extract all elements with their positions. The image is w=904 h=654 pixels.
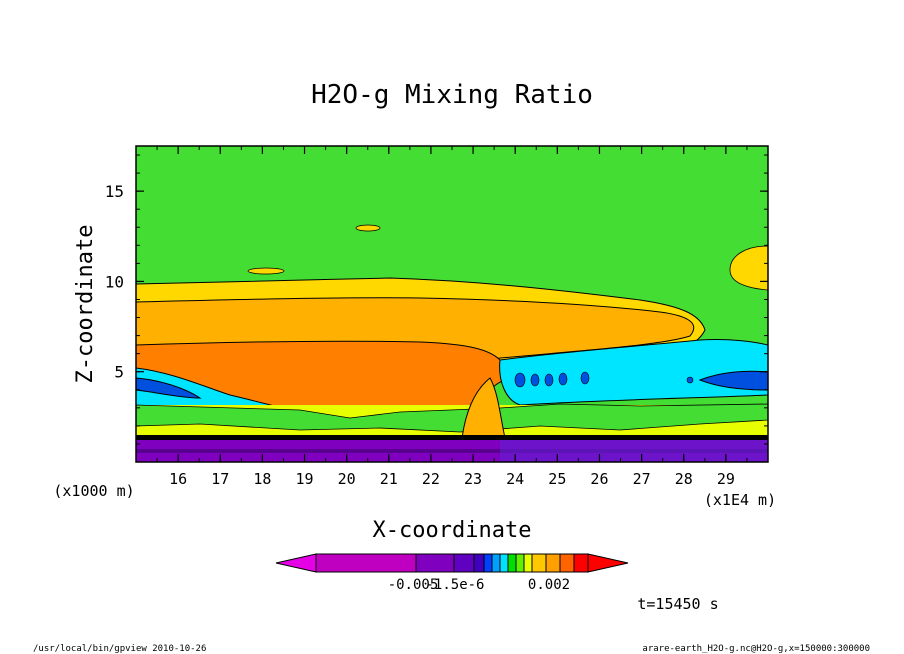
x-tick-label: 18 [253,470,271,488]
layer-surface-band [136,449,768,453]
x-tick-label: 25 [548,470,566,488]
plot-area [136,146,768,462]
colorbar-label: -1.5e-6 [425,577,484,593]
x-tick-label: 16 [169,470,187,488]
footer-right: arare-earth_H2O-g.nc@H2O-g,x=150000:3000… [642,644,870,654]
colorbar-cell [453,553,475,573]
colorbar-label: -0.005 [388,577,439,593]
x-axis-label: X-coordinate [373,518,532,543]
x-tick-label: 21 [380,470,398,488]
y-axis: 5 10 15 Z-coordinate (x1000 m) [53,154,768,500]
x-tick-label: 23 [464,470,482,488]
x-tick-labels: 16 17 18 19 20 21 22 23 24 25 26 27 28 29 [169,470,735,488]
colorbar-right-extension [587,553,629,573]
colorbar-cell [507,553,517,573]
colorbar-cell [531,553,547,573]
layer-mid-level-right [499,338,768,406]
x-tick-label: 24 [506,470,524,488]
colorbar-labels: -0.005-1.5e-6 0.002 [388,577,570,593]
cloud-puff-right-edge [729,245,768,291]
colorbar-cell [483,553,493,573]
layer-updraft [461,377,506,439]
layer-boundary-green [136,403,768,433]
colorbar-left-extension [275,553,317,573]
layer-surface-line [136,435,768,440]
colorbar-cell [315,553,417,573]
x-axis: 16 17 18 19 20 21 22 23 24 25 26 27 28 29 (x1E4 m) X-… [135,146,776,543]
y-tick-marks [136,154,768,445]
x-tick-label: 28 [675,470,693,488]
time-annotation: t=15450 s [637,595,718,613]
colorbar-cell [491,553,501,573]
layer-surface-right [500,440,768,462]
x-tick-label: 20 [338,470,356,488]
cloud-puff-left [247,267,285,275]
colorbar: -0.005-1.5e-6 0.002 [275,553,629,593]
colorbar-cell [415,553,455,573]
cloud-puff-upper [355,224,381,232]
y-tick-labels: 5 10 15 [105,182,124,382]
colorbar-cell [473,553,485,573]
y-tick-label: 15 [105,182,124,201]
chart-title: H2O-g Mixing Ratio [311,80,593,110]
layer-mid-level-dark-left [136,377,202,399]
colorbar-cell [559,553,575,573]
blue-cells [514,371,694,388]
y-tick-label: 5 [114,363,124,382]
colorbar-cell [573,553,589,573]
y-axis-units: (x1000 m) [53,482,134,500]
x-tick-label: 26 [590,470,608,488]
colorbar-cells [275,553,629,573]
y-tick-label: 10 [105,272,124,291]
footer-left: /usr/local/bin/gpview 2010-10-26 [33,644,206,654]
colorbar-cell [515,553,525,573]
colorbar-label: 0.002 [528,577,570,593]
colorbar-cell [523,553,533,573]
layer-mid-level-dark-right [698,370,768,391]
x-tick-label: 19 [296,470,314,488]
x-tick-label: 17 [211,470,229,488]
colorbar-cell [499,553,509,573]
colorbar-cell [545,553,561,573]
x-tick-marks [135,146,769,462]
x-tick-label: 27 [633,470,651,488]
x-tick-label: 29 [717,470,735,488]
y-axis-label: Z-coordinate [73,225,98,384]
x-tick-label: 22 [422,470,440,488]
x-axis-units: (x1E4 m) [704,491,776,509]
